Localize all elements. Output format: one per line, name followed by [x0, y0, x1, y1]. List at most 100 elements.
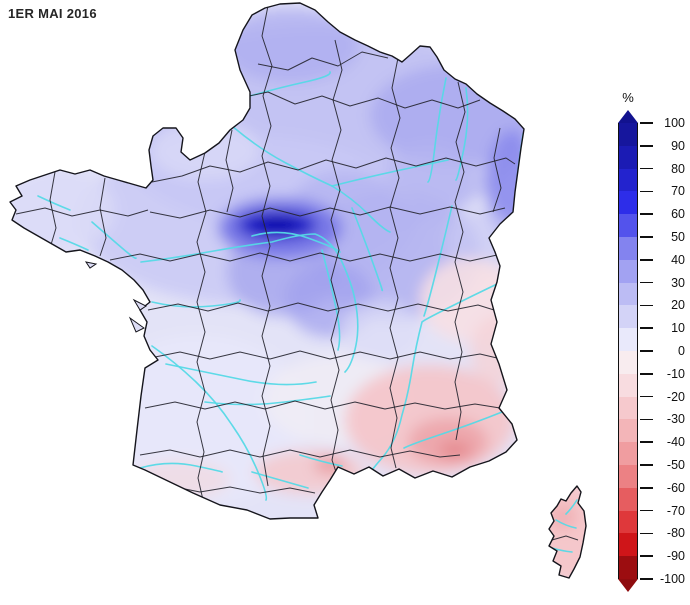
color-field-blob [314, 456, 346, 474]
river-marne [331, 159, 449, 187]
legend-color-segment [619, 487, 637, 511]
river-aude [251, 471, 309, 489]
legend-tick [640, 213, 653, 215]
river-network [37, 71, 578, 553]
department-border-corsica [551, 535, 579, 541]
legend-tick-label: 20 [671, 298, 685, 313]
river-brittany-1 [37, 195, 71, 211]
legend-tick-label: 70 [671, 184, 685, 199]
department-border [257, 51, 389, 71]
color-field-blob [420, 258, 520, 342]
legend-color-segment [619, 442, 637, 465]
department-border [109, 252, 498, 262]
legend-tick [640, 167, 653, 170]
legend-tick-label: 80 [671, 161, 685, 176]
legend-unit-label: % [622, 90, 634, 105]
legend-tick [640, 190, 653, 193]
legend-color-segment [619, 259, 637, 283]
legend-color-segment [619, 328, 637, 351]
legend-tick-label: 40 [671, 252, 685, 267]
legend-tick [640, 487, 653, 489]
department-border [196, 151, 207, 501]
river-adour [139, 462, 223, 473]
legend-color-segment [619, 282, 637, 306]
department-border [15, 207, 149, 217]
legend-tick [640, 327, 653, 329]
legend-tick-label: 50 [671, 230, 685, 244]
legend-color-segment [619, 350, 637, 374]
legend-color-segment [619, 373, 637, 397]
legend-color-segment [619, 305, 637, 329]
legend-tick-label: 10 [671, 321, 685, 336]
legend-color-segment [619, 214, 637, 237]
legend-tick-label: -70 [666, 503, 685, 518]
legend-arrow-down-icon [618, 578, 638, 592]
legend-tick [640, 281, 653, 284]
river-durance [403, 411, 503, 449]
department-border [49, 171, 57, 249]
legend-tick-label: -10 [666, 366, 685, 381]
legend-tick [640, 418, 653, 421]
river-herault [299, 454, 343, 467]
legend: % 100 90 80 70 60 50 40 30 20 10 0 -10 -20 -30 -40 -50-… [615, 90, 689, 605]
legend-tick-label: 60 [671, 207, 685, 222]
legend-color-segment [619, 533, 637, 557]
legend-tick [640, 350, 653, 352]
river-allier [321, 249, 341, 351]
legend-tick [640, 236, 653, 238]
legend-color-segment [619, 419, 637, 443]
department-border [149, 206, 506, 219]
legend-tick-label: 30 [671, 275, 685, 290]
legend-tick [640, 145, 653, 147]
department-border [169, 485, 316, 494]
department-border [99, 177, 107, 257]
legend-color-segment [619, 510, 637, 534]
river-rhone [370, 283, 498, 474]
legend-color-segment [619, 145, 637, 169]
color-field-blob [90, 335, 310, 505]
legend-tick [640, 509, 653, 512]
color-field-blob [385, 145, 475, 215]
river-dordogne [165, 363, 317, 386]
legend-tick [640, 395, 653, 398]
legend-color-segment [619, 123, 637, 146]
river-moselle [455, 87, 469, 181]
legend-tick [640, 464, 653, 466]
legend-tick [640, 304, 653, 307]
legend-tick [640, 259, 653, 261]
legend-tick-label: -40 [666, 435, 685, 450]
river-cher [251, 231, 341, 253]
legend-tick-label: -100 [659, 572, 685, 586]
legend-color-segment [619, 556, 637, 579]
color-field-blob [220, 7, 360, 83]
positive-anomaly-core [255, 217, 299, 231]
river-corsica-3 [565, 499, 578, 515]
legend-color-segment [619, 191, 637, 215]
legend-arrow-up-icon [618, 110, 638, 123]
river-vilaine [91, 221, 137, 260]
department-boundaries [15, 5, 579, 541]
island-re [132, 298, 147, 311]
map-date-title: 1ER MAI 2016 [8, 6, 97, 21]
legend-tick [640, 122, 653, 124]
legend-color-segment [619, 168, 637, 192]
legend-tick [640, 578, 653, 580]
department-border [139, 449, 461, 458]
color-field-blob [439, 441, 471, 459]
department-border [261, 5, 273, 487]
legend-tick [640, 555, 653, 557]
department-border [492, 127, 502, 213]
department-border [144, 400, 501, 410]
legend-tick [640, 441, 653, 443]
legend-tick [640, 373, 653, 375]
river-somme [249, 71, 331, 97]
color-field-blob [10, 170, 115, 250]
legend-tick-label: -30 [666, 412, 685, 427]
legend-tick-label: 100 [664, 116, 685, 130]
department-border [225, 129, 234, 213]
island-belle-ile [84, 261, 98, 269]
legend-tick-label: 90 [671, 138, 685, 153]
department-border [149, 350, 498, 360]
